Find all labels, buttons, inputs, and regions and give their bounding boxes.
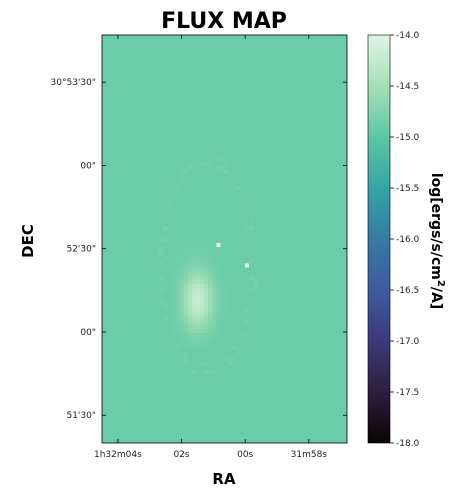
colorbar-tick-label: -14.5: [396, 82, 419, 92]
y-tick-label: 00": [80, 161, 96, 171]
colorbar-ticks: -14.0 -14.5 -15.0 -15.5 -16.0 -16.5 -17.0 -17.5…: [390, 31, 420, 449]
colorbar-tick-label: -16.5: [396, 286, 419, 296]
y-tick-label: 52'30": [66, 245, 96, 255]
y-tick-label: 30°53'30": [51, 78, 96, 88]
colorbar-tick-label: -15.5: [396, 184, 419, 194]
flux-heatmap: [102, 35, 347, 443]
x-axis-ticks: 1h32m04s 02s 00s 31m58s: [94, 35, 327, 460]
colorbar-tick-label: -16.0: [396, 235, 420, 245]
y-axis-ticks: 30°53'30" 00" 52'30" 00" 51'30": [51, 78, 347, 421]
colorbar-label: log[ergs/s/cm2/A]: [428, 173, 446, 309]
y-tick-label: 00": [80, 328, 96, 338]
y-axis-label: DEC: [19, 224, 37, 258]
plot-frame: [101, 34, 348, 444]
colorbar-tick-label: -17.0: [396, 337, 420, 347]
colorbar: [367, 34, 391, 444]
chart-title: FLUX MAP: [161, 9, 287, 34]
x-tick-label: 00s: [237, 450, 253, 460]
y-tick-label: 51'30": [66, 411, 96, 421]
x-tick-label: 02s: [173, 450, 189, 460]
colorbar-tick-label: -15.0: [396, 133, 420, 143]
colorbar-tick-label: -18.0: [396, 439, 420, 449]
x-tick-label: 31m58s: [291, 450, 328, 460]
colorbar-tick-label: -17.5: [396, 388, 419, 398]
colorbar-tick-label: -14.0: [396, 31, 420, 41]
x-tick-label: 1h32m04s: [94, 450, 142, 460]
x-axis-label: RA: [212, 470, 236, 488]
